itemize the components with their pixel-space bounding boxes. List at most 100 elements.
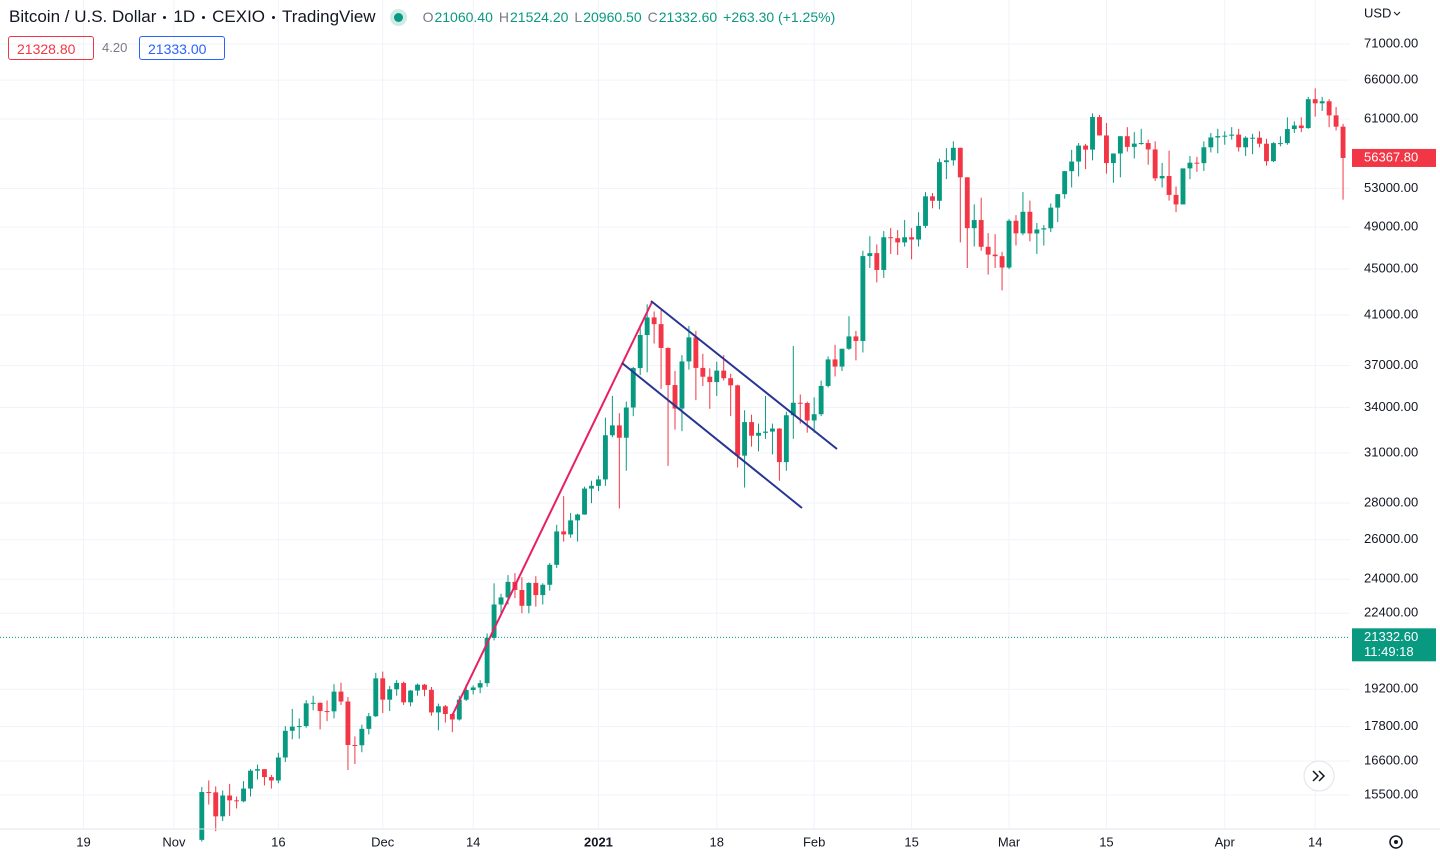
sell-button[interactable]: 21328.80 <box>8 36 94 60</box>
candle-body <box>554 531 560 565</box>
candle-body <box>470 687 476 691</box>
candle-body <box>790 402 796 416</box>
candle-body <box>1062 171 1068 195</box>
candle-body <box>415 684 420 691</box>
legend: Bitcoin / U.S. Dollar 1D CEXIO TradingVi… <box>9 7 835 27</box>
price-axis <box>1350 0 1440 858</box>
currency-caret[interactable] <box>1393 11 1401 16</box>
symbol: Bitcoin / U.S. Dollar <box>9 7 157 26</box>
candle-body <box>289 726 295 731</box>
candle-body <box>429 689 434 713</box>
spread: 4.20 <box>102 40 128 55</box>
candle-body <box>964 177 970 229</box>
candle-body <box>282 730 288 758</box>
candle-body <box>839 348 845 367</box>
candle-body <box>352 744 358 746</box>
axis-layer: 71000.00 66000.00 61000.00 53000.00 49000.00… <box>0 36 1440 849</box>
candle-body <box>512 581 518 591</box>
candle-body <box>985 246 991 255</box>
current-price-tag <box>1352 628 1436 662</box>
candle-body <box>422 684 427 690</box>
candle-body <box>630 368 636 408</box>
candle-body <box>1117 136 1123 154</box>
candle-body <box>1194 162 1200 164</box>
scroll-to-realtime[interactable] <box>1303 760 1335 792</box>
candle-body <box>213 792 219 817</box>
key: H <box>498 9 510 25</box>
candle-body <box>1305 99 1311 129</box>
candle-body <box>540 584 546 596</box>
candle-body <box>943 160 949 163</box>
trend-line <box>451 301 653 717</box>
y-tick-label: 34000.00 <box>1364 399 1418 414</box>
candle-body <box>1326 101 1332 116</box>
candle-body <box>1173 194 1179 205</box>
candle-body <box>623 407 629 438</box>
candle-body <box>658 324 664 348</box>
y-tick-label: 37000.00 <box>1364 357 1418 372</box>
candle-body <box>387 689 393 700</box>
candle-body <box>672 385 678 409</box>
candle-body <box>366 716 372 729</box>
y-tick-label: 16600.00 <box>1364 753 1418 768</box>
buy-button[interactable]: 21333.00 <box>139 36 225 60</box>
candle-body <box>602 435 608 480</box>
candle-body <box>1166 176 1172 195</box>
candle-body <box>435 706 441 713</box>
grid-layer <box>0 0 1350 828</box>
x-tick-label: Mar <box>998 834 1021 849</box>
settings-button[interactable] <box>1389 835 1403 849</box>
candle-body <box>679 361 685 409</box>
candle-body <box>742 422 748 456</box>
currency[interactable]: USD <box>1364 5 1391 20</box>
candle-body <box>505 581 511 598</box>
candle-body <box>902 237 908 243</box>
candle-body <box>1236 134 1242 148</box>
candle-body <box>874 253 880 270</box>
open: O21060.40 <box>423 9 493 25</box>
candle-body <box>853 336 859 341</box>
separator <box>272 15 276 19</box>
candle-body <box>1340 126 1346 158</box>
candle-body <box>199 792 205 840</box>
candle-body <box>950 147 956 161</box>
x-tick-label: Dec <box>371 834 395 849</box>
low: L20960.50 <box>574 9 641 25</box>
candle-body <box>804 403 810 421</box>
candle-body <box>477 683 483 688</box>
candle-body <box>693 337 699 368</box>
candle-body <box>1180 168 1186 205</box>
candle-body <box>1027 211 1033 234</box>
candle-body <box>296 726 302 728</box>
candle-body <box>846 336 852 349</box>
candle-body <box>234 800 240 802</box>
x-tick-label: 14 <box>1308 834 1322 849</box>
candle-body <box>1145 143 1151 150</box>
interval: 1D <box>173 7 196 26</box>
candle-body <box>1319 101 1325 104</box>
x-tick-label: 15 <box>1099 834 1113 849</box>
y-tick-label: 26000.00 <box>1364 531 1418 546</box>
candle-body <box>867 253 873 257</box>
candle-body <box>888 237 894 239</box>
market-status <box>393 12 403 22</box>
candle-body <box>408 690 414 703</box>
candle-body <box>575 514 581 521</box>
candle-body <box>589 485 594 489</box>
y-tick-label: 19200.00 <box>1364 681 1418 696</box>
candle-body <box>999 256 1005 268</box>
x-tick-label: 2021 <box>584 834 613 849</box>
x-tick-label: 15 <box>904 834 918 849</box>
candle-body <box>978 220 984 247</box>
candle-body <box>1271 143 1276 162</box>
candle-body <box>526 582 532 606</box>
countdown-label: 11:49:18 <box>1364 644 1414 659</box>
key: O <box>422 9 434 25</box>
candle-body <box>1333 115 1339 127</box>
high: H21524.20 <box>499 9 569 25</box>
candle-body <box>735 385 741 456</box>
source: TradingView <box>282 7 376 26</box>
candle-body <box>992 254 998 257</box>
